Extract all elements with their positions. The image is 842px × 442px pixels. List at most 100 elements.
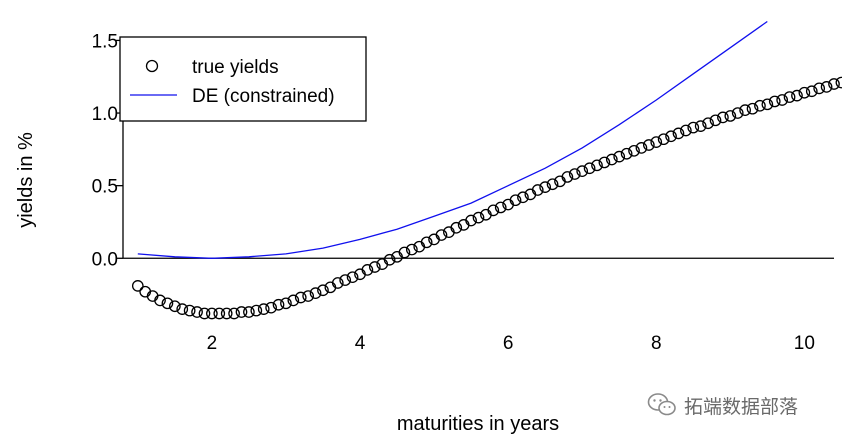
data-point (309, 287, 322, 299)
y-tick-label: 1.5 (92, 31, 118, 52)
data-point (206, 307, 218, 320)
data-point (294, 291, 307, 304)
data-point (628, 144, 640, 157)
data-point (724, 110, 737, 122)
data-point (739, 104, 751, 116)
data-point (280, 297, 292, 310)
data-point (731, 107, 744, 119)
data-point (346, 271, 359, 284)
data-point (250, 304, 263, 317)
data-point (702, 117, 714, 130)
data-point (302, 290, 315, 302)
x-tick-label: 4 (355, 333, 366, 354)
data-point (243, 306, 255, 318)
data-point (176, 303, 189, 315)
data-point (487, 204, 500, 217)
data-point (531, 184, 544, 196)
data-point (598, 156, 611, 169)
data-point (546, 178, 559, 191)
y-tick-label: 0.5 (92, 177, 118, 198)
data-point (776, 94, 789, 106)
legend-marker-true-yields (145, 59, 159, 73)
data-point (405, 243, 418, 256)
data-point (191, 306, 203, 318)
y-axis-title: yields in % (15, 132, 37, 228)
legend: true yields DE (constrained) (119, 36, 367, 122)
data-point (509, 194, 522, 207)
data-point (420, 236, 433, 249)
data-point (576, 165, 589, 177)
data-point (435, 229, 448, 241)
data-point (517, 191, 529, 204)
data-point (583, 162, 596, 175)
x-axis-title: maturities in years (397, 413, 559, 435)
legend-box (119, 36, 367, 122)
data-point (287, 294, 300, 307)
data-point (494, 201, 507, 214)
data-point (168, 300, 181, 313)
data-point (257, 303, 270, 315)
data-point (768, 95, 781, 108)
data-point (161, 297, 174, 310)
data-point (235, 306, 248, 318)
data-point (317, 284, 329, 297)
data-point (783, 91, 796, 103)
data-point (687, 121, 700, 134)
data-point (368, 261, 381, 273)
data-point (465, 214, 477, 227)
data-point (754, 99, 766, 112)
data-point (761, 98, 774, 111)
data-point (361, 264, 374, 276)
data-point (665, 130, 677, 143)
data-point (183, 304, 196, 317)
data-point (746, 102, 759, 115)
data-point (213, 307, 226, 320)
wechat-icon (647, 393, 676, 416)
data-point (828, 78, 840, 90)
data-point (331, 277, 344, 289)
data-point (694, 120, 707, 132)
data-point (591, 159, 603, 172)
y-axis-ticks: 0.0 0.5 1.0 1.5 (92, 31, 123, 270)
data-point (791, 89, 803, 102)
data-point (450, 221, 463, 234)
data-point (131, 280, 144, 292)
data-point (798, 86, 811, 99)
legend-label-de-constrained: DE (constrained) (192, 86, 335, 107)
data-point (835, 76, 842, 89)
data-point (613, 150, 626, 163)
true-yields-series (131, 76, 842, 320)
x-axis-ticks: 2 4 6 8 10 (207, 333, 815, 354)
data-point (220, 307, 233, 320)
data-point (154, 294, 166, 307)
y-tick-label: 1.0 (92, 104, 118, 125)
data-point (198, 307, 211, 320)
data-point (717, 111, 729, 124)
data-point (709, 114, 722, 127)
data-point (635, 142, 648, 154)
x-tick-label: 8 (651, 333, 662, 354)
data-point (472, 211, 485, 224)
data-point (620, 147, 633, 160)
data-point (650, 136, 663, 148)
data-point (813, 82, 826, 95)
data-point (339, 274, 352, 286)
data-point (383, 253, 396, 266)
data-point (820, 81, 833, 93)
data-point (398, 246, 411, 259)
data-point (680, 124, 692, 137)
legend-label-true-yields: true yields (192, 57, 279, 78)
data-point (642, 139, 655, 151)
watermark-text: 拓端数据部落 (684, 395, 799, 418)
data-point (539, 181, 552, 193)
x-tick-label: 6 (503, 333, 514, 354)
y-tick-label: 0.0 (92, 249, 118, 270)
data-point (672, 127, 685, 140)
data-point (561, 171, 574, 183)
data-point (568, 168, 581, 180)
data-point (265, 301, 277, 314)
x-tick-label: 10 (794, 333, 815, 354)
watermark: 拓端数据部落 (647, 390, 798, 420)
data-point (805, 85, 818, 98)
